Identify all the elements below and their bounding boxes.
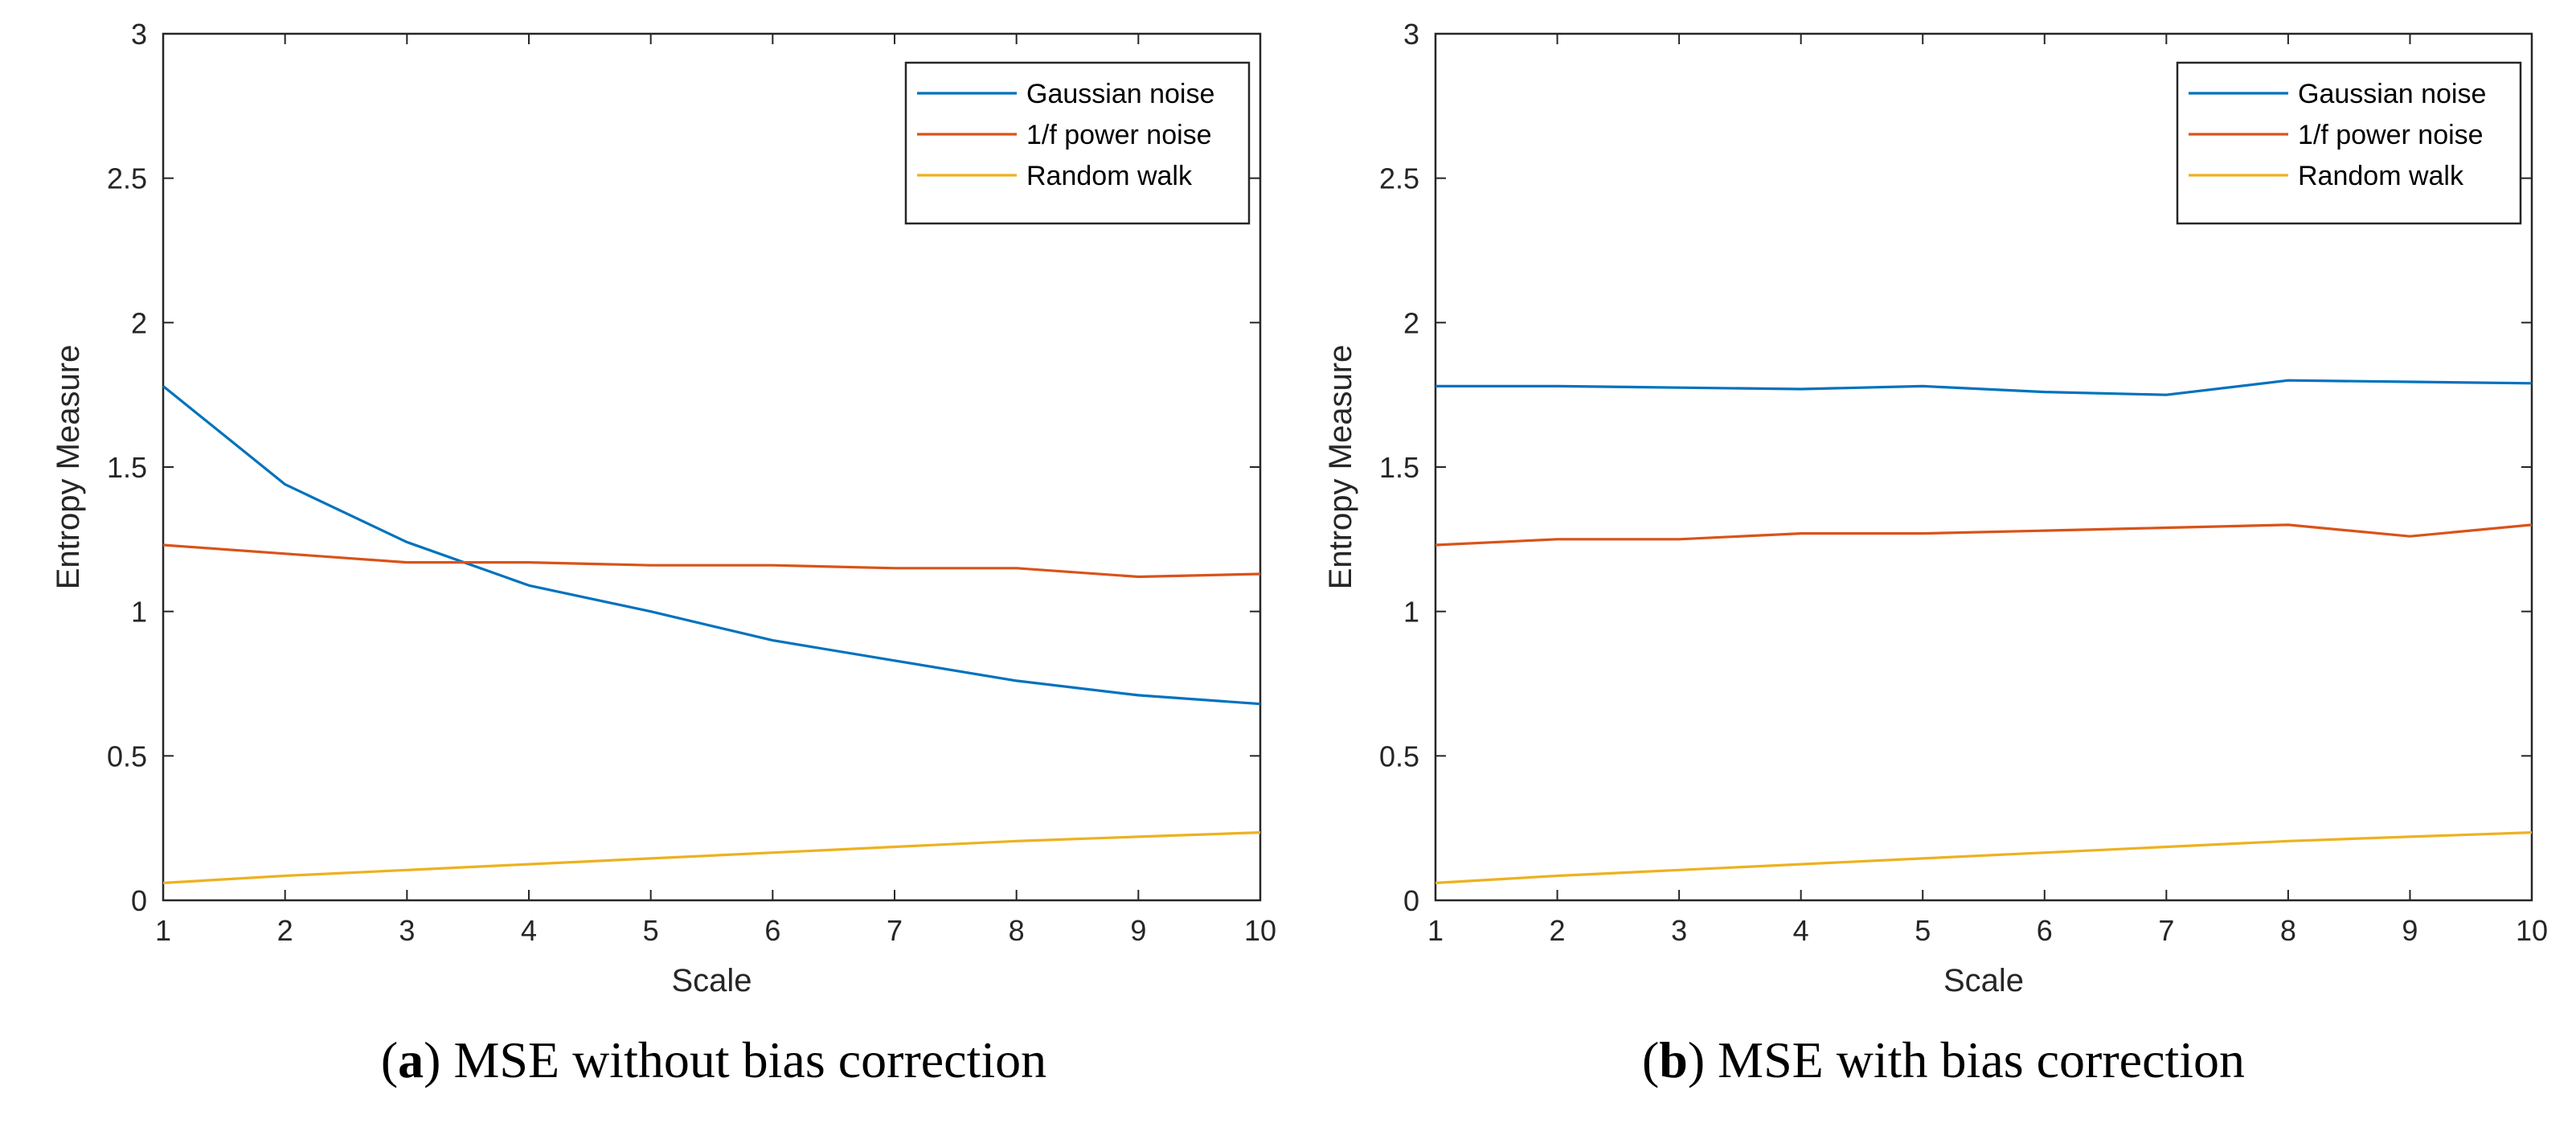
y-axis-label: Entropy Measure bbox=[1323, 345, 1358, 590]
y-axis-label: Entropy Measure bbox=[51, 345, 86, 590]
y-tick-label: 2.5 bbox=[1379, 162, 1419, 195]
chart-panel-b: 1 2 3 4 5 6 7 8 9 10 0 0.5 1 1.5 2 2.5 3 Scale Entropy Mea… bbox=[1323, 18, 2548, 1088]
panel-caption: (b) MSE with bias correction bbox=[1642, 1031, 2245, 1088]
x-axis-label: Scale bbox=[1943, 963, 2024, 998]
x-tick-label: 10 bbox=[2516, 914, 2548, 947]
legend-entry: 1/f power noise bbox=[2298, 120, 2484, 150]
x-tick-label: 9 bbox=[1130, 914, 1146, 947]
legend-box bbox=[904, 61, 1251, 225]
panel-caption: (a) MSE without bias correction bbox=[381, 1031, 1046, 1088]
y-tick-label: 1.5 bbox=[107, 451, 147, 484]
y-tick-label: 1 bbox=[131, 596, 147, 629]
panel-caption-text: MSE without bias correction bbox=[440, 1031, 1046, 1088]
x-tick-label: 3 bbox=[399, 914, 415, 947]
legend: Gaussian noise 1/f power noise Random walk bbox=[2176, 61, 2522, 225]
legend-entry: Random walk bbox=[1026, 161, 1193, 191]
y-tick-label: 0.5 bbox=[107, 740, 147, 773]
x-tick-label: 8 bbox=[1009, 914, 1025, 947]
y-tick-label: 2 bbox=[1403, 306, 1419, 339]
legend-box bbox=[2176, 61, 2522, 225]
legend: Gaussian noise 1/f power noise Random walk bbox=[904, 61, 1251, 225]
x-tick-label: 10 bbox=[1244, 914, 1276, 947]
x-tick-label: 4 bbox=[521, 914, 537, 947]
series-line-1-f-power-noise bbox=[162, 543, 1261, 579]
y-tick-label: 1 bbox=[1403, 596, 1419, 629]
x-tick-label: 6 bbox=[764, 914, 780, 947]
x-tick-label: 1 bbox=[1427, 914, 1444, 947]
chart-panel-a: 1 2 3 4 5 6 7 8 9 10 0 0.5 1 1.5 2 2.5 3 Scale Entropy Mea… bbox=[51, 18, 1276, 1088]
y-tick-label: 3 bbox=[131, 18, 147, 51]
panel-letter: b bbox=[1659, 1031, 1688, 1088]
panel-caption-text: MSE with bias correction bbox=[1705, 1031, 2245, 1088]
series-line-gaussian-noise bbox=[1435, 379, 2533, 396]
x-tick-label: 2 bbox=[1550, 914, 1566, 947]
x-tick-label: 5 bbox=[643, 914, 659, 947]
y-tick-label: 3 bbox=[1403, 18, 1419, 51]
x-tick-label: 2 bbox=[277, 914, 293, 947]
series-line-random-walk bbox=[1435, 831, 2533, 884]
y-tick-label: 1.5 bbox=[1379, 451, 1419, 484]
x-tick-label: 7 bbox=[887, 914, 903, 947]
series-line-gaussian-noise bbox=[162, 385, 1261, 706]
x-tick-label: 4 bbox=[1793, 914, 1809, 947]
y-tick-label: 0.5 bbox=[1379, 740, 1419, 773]
legend-entry: Gaussian noise bbox=[1026, 79, 1214, 109]
x-tick-label: 5 bbox=[1915, 914, 1931, 947]
legend-entry: Random walk bbox=[2298, 161, 2464, 191]
panel-letter: a bbox=[398, 1031, 424, 1088]
x-tick-label: 3 bbox=[1671, 914, 1687, 947]
x-tick-label: 9 bbox=[2402, 914, 2418, 947]
legend-entry: Gaussian noise bbox=[2298, 79, 2486, 109]
y-tick-label: 2 bbox=[131, 306, 147, 339]
x-tick-label: 1 bbox=[155, 914, 171, 947]
series-line-1-f-power-noise bbox=[1435, 523, 2533, 547]
y-tick-label: 0 bbox=[1403, 884, 1419, 917]
x-tick-label: 7 bbox=[2158, 914, 2174, 947]
y-tick-label: 0 bbox=[131, 884, 147, 917]
legend-entry: 1/f power noise bbox=[1026, 120, 1212, 150]
x-tick-label: 8 bbox=[2280, 914, 2296, 947]
x-axis-label: Scale bbox=[671, 963, 752, 998]
x-tick-label: 6 bbox=[2037, 914, 2053, 947]
series-line-random-walk bbox=[162, 831, 1261, 884]
y-tick-label: 2.5 bbox=[107, 162, 147, 195]
